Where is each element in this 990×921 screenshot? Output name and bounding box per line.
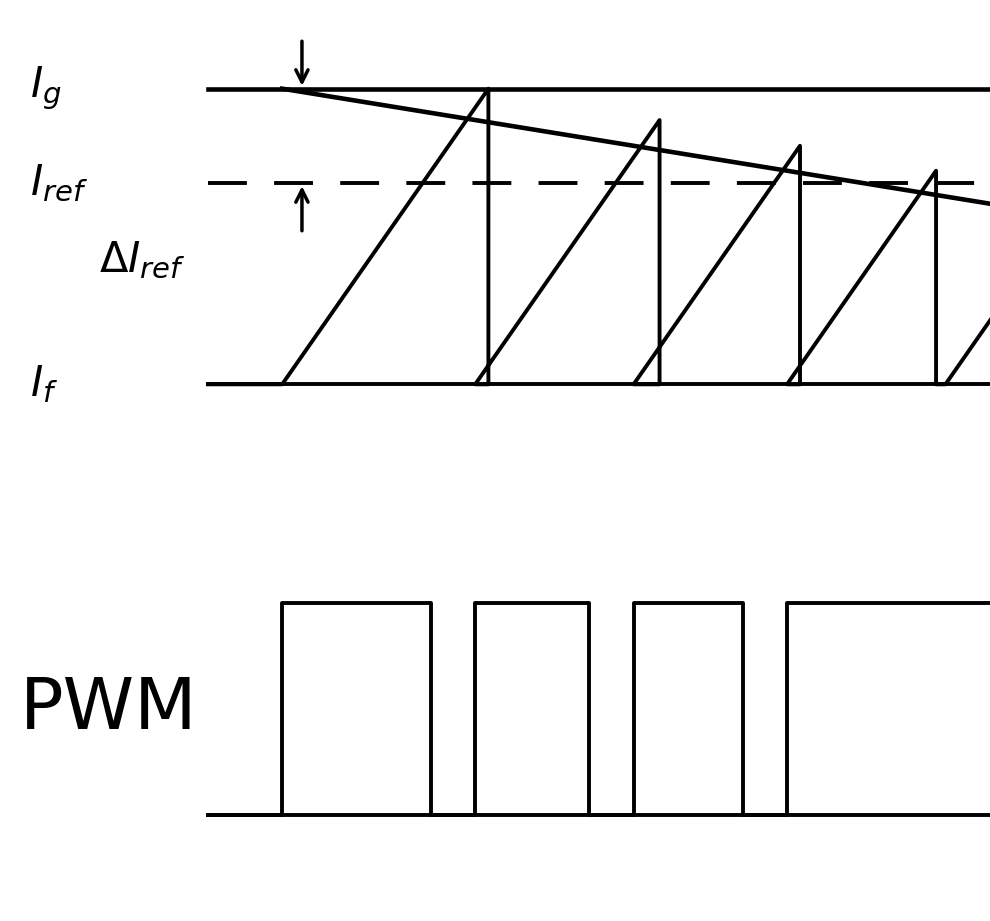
Text: $\Delta I_\mathregular{ref}$: $\Delta I_\mathregular{ref}$ xyxy=(99,239,185,281)
Text: $I_\mathregular{ref}$: $I_\mathregular{ref}$ xyxy=(30,162,88,204)
Text: $I_\mathregular{f}$: $I_\mathregular{f}$ xyxy=(30,363,57,405)
Text: PWM: PWM xyxy=(20,675,197,743)
Text: $I_\mathregular{g}$: $I_\mathregular{g}$ xyxy=(30,64,61,112)
